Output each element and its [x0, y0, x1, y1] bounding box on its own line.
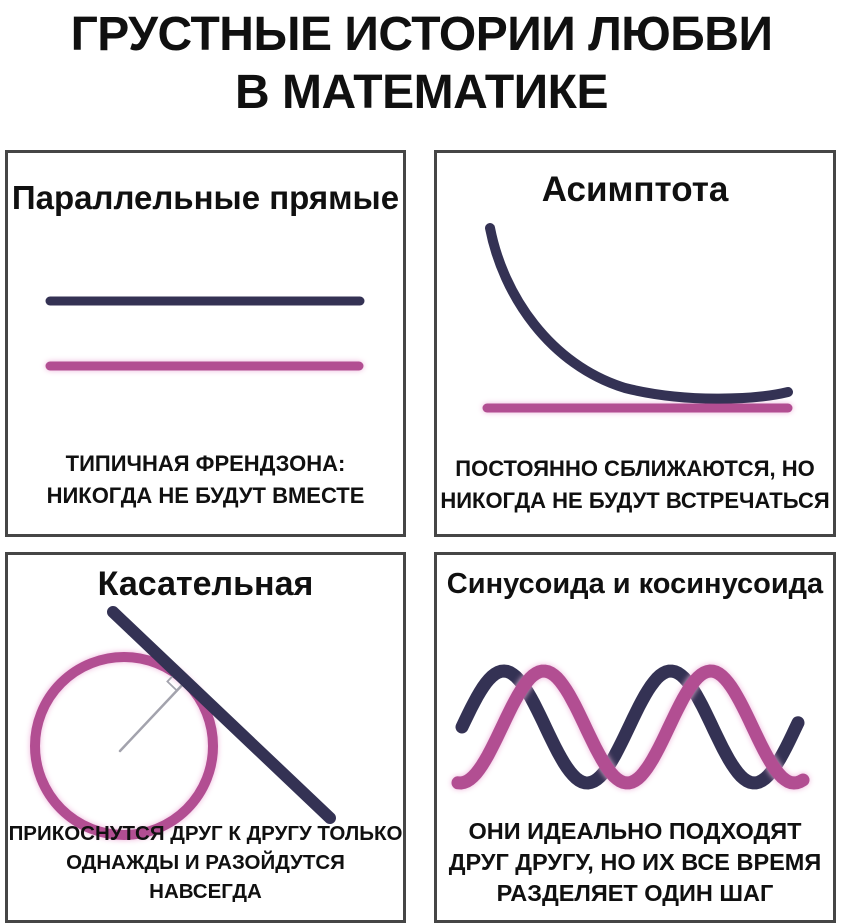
meme-title-line-1: ГРУСТНЫЕ ИСТОРИИ ЛЮБВИ: [70, 8, 773, 61]
asymptote-curve-navy: [485, 223, 793, 404]
caption-line: НИКОГДА НЕ БУДУТ ВСТРЕЧАТЬСЯ: [440, 488, 830, 514]
caption-line: ОНИ ИДЕАЛЬНО ПОДХОДЯТ: [468, 817, 802, 844]
meme-title-line-2: В МАТЕМАТИКЕ: [235, 65, 608, 119]
panel-sine-title: Синусоида и косинусоида: [446, 568, 824, 600]
caption-line: ПОСТОЯННО СБЛИЖАЮТСЯ, НО: [455, 456, 815, 482]
tangent-line-navy: [107, 606, 336, 824]
panel-sine-caption: ОНИ ИДЕАЛЬНО ПОДХОДЯТ ДРУГ ДРУГУ, НО ИХ …: [437, 816, 833, 909]
asymptote-figure: [482, 223, 793, 413]
panel-parallel-title: Параллельные прямые: [11, 179, 400, 216]
caption-line: ОДНАЖДЫ И РАЗОЙДУТСЯ НАВСЕГДА: [66, 850, 345, 903]
cosine-wave: [451, 664, 810, 790]
parallel-lines-figure: [45, 296, 365, 371]
panel-parallel-caption: ТИПИЧНАЯ ФРЕНДЗОНА: НИКОГДА НЕ БУДУТ ВМЕ…: [8, 448, 403, 512]
panel-asymptote: Асимптота ПОСТОЯННО СБЛИЖАЮТСЯ, НО НИКОГ…: [434, 150, 836, 537]
panel-parallel-lines: Параллельные прямые ТИПИЧНАЯ ФРЕНДЗОНА: …: [5, 150, 406, 537]
panel-tangent-title: Касательная: [97, 565, 314, 603]
meme-title: ГРУСТНЫЕ ИСТОРИИ ЛЮБВИ В МАТЕМАТИКЕ: [0, 6, 843, 121]
tangent-figure: [30, 606, 336, 840]
caption-line: РАЗДЕЛЯЕТ ОДИН ШАГ: [496, 879, 774, 906]
radius-line: [118, 679, 188, 753]
panel-tangent-caption: ПРИКОСНУТСЯ ДРУГ К ДРУГУ ТОЛЬКО ОДНАЖДЫ …: [8, 819, 403, 906]
sine-cosine-figure: [451, 664, 810, 790]
panel-tangent: Касательная ПРИКОСНУТСЯ ДРУГ К ДРУГУ ТОЛ…: [5, 552, 406, 923]
caption-line: НИКОГДА НЕ БУДУТ ВМЕСТЕ: [46, 483, 365, 509]
panel-sine-cosine: Синусоида и косинусоида ОНИ ИДЕАЛЬНО ПОД…: [434, 552, 836, 923]
panel-asymptote-title: Асимптота: [541, 170, 729, 209]
caption-line: ДРУГ ДРУГУ, НО ИХ ВСЕ ВРЕМЯ: [448, 848, 822, 875]
tangent-circle-pink: [30, 652, 218, 840]
panel-asymptote-caption: ПОСТОЯННО СБЛИЖАЮТСЯ, НО НИКОГДА НЕ БУДУ…: [437, 453, 833, 517]
caption-line: ТИПИЧНАЯ ФРЕНДЗОНА:: [65, 451, 346, 477]
caption-line: ПРИКОСНУТСЯ ДРУГ К ДРУГУ ТОЛЬКО: [8, 821, 403, 845]
sine-wave: [455, 664, 805, 790]
